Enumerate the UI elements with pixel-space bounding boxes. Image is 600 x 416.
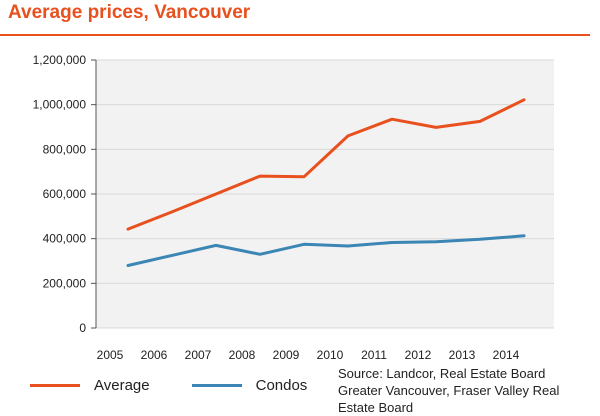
legend-label-condos: Condos <box>255 377 308 394</box>
data-point-average <box>390 117 394 121</box>
series-line-condos <box>126 234 526 267</box>
legend-label-average: Average <box>94 377 150 394</box>
data-point-condos <box>434 240 438 243</box>
data-point-condos <box>302 243 306 246</box>
x-tick-label: 2013 <box>449 348 476 362</box>
y-tick-label: 800,000 <box>43 142 87 156</box>
line-chart: 0 200,000 400,000 600,000 800,000 1,000,000 1,… <box>33 53 554 362</box>
y-tick-label: 200,000 <box>43 276 87 290</box>
legend-item-average: Average <box>30 377 150 394</box>
legend-swatch-condos <box>191 384 242 387</box>
title-underline <box>0 34 590 36</box>
y-tick-label: 400,000 <box>43 232 87 246</box>
data-point-average <box>478 120 482 123</box>
legend-swatch-average <box>30 384 80 387</box>
x-tick-label: 2012 <box>405 348 432 362</box>
data-point-average <box>346 134 350 138</box>
data-point-average <box>214 192 218 196</box>
chart-title: Average prices, Vancouver <box>8 2 251 23</box>
legend: Average Condos <box>30 377 349 394</box>
data-point-average <box>258 174 262 178</box>
y-tick-label: 1,000,000 <box>33 98 87 112</box>
legend-item-condos: Condos <box>191 377 308 394</box>
x-tick-label: 2011 <box>361 348 387 362</box>
x-tick-label: 2010 <box>317 348 344 362</box>
data-point-condos <box>258 253 262 256</box>
data-point-average <box>170 210 174 214</box>
data-point-average <box>302 175 306 179</box>
data-point-condos <box>126 264 130 267</box>
x-tick-label: 2006 <box>141 348 168 362</box>
data-point-condos <box>214 244 218 247</box>
data-point-condos <box>478 238 482 241</box>
series-line-average <box>126 98 526 231</box>
data-point-condos <box>346 244 350 248</box>
x-tick-label: 2014 <box>493 348 520 362</box>
y-tick-label: 0 <box>79 321 86 335</box>
data-point-condos <box>522 234 526 237</box>
y-tick-label: 1,200,000 <box>33 53 87 67</box>
x-tick-label: 2007 <box>185 348 212 362</box>
x-tick-label: 2005 <box>97 348 124 362</box>
data-point-average <box>522 98 526 101</box>
data-point-condos <box>390 241 394 244</box>
x-tick-label: 2008 <box>229 348 256 362</box>
source-note: Source: Landcor, Real Estate Board Great… <box>338 366 560 415</box>
y-tick-label: 600,000 <box>43 187 87 201</box>
x-tick-label: 2009 <box>273 348 300 362</box>
data-point-condos <box>170 254 174 257</box>
data-point-average <box>434 126 438 129</box>
data-point-average <box>126 227 130 231</box>
